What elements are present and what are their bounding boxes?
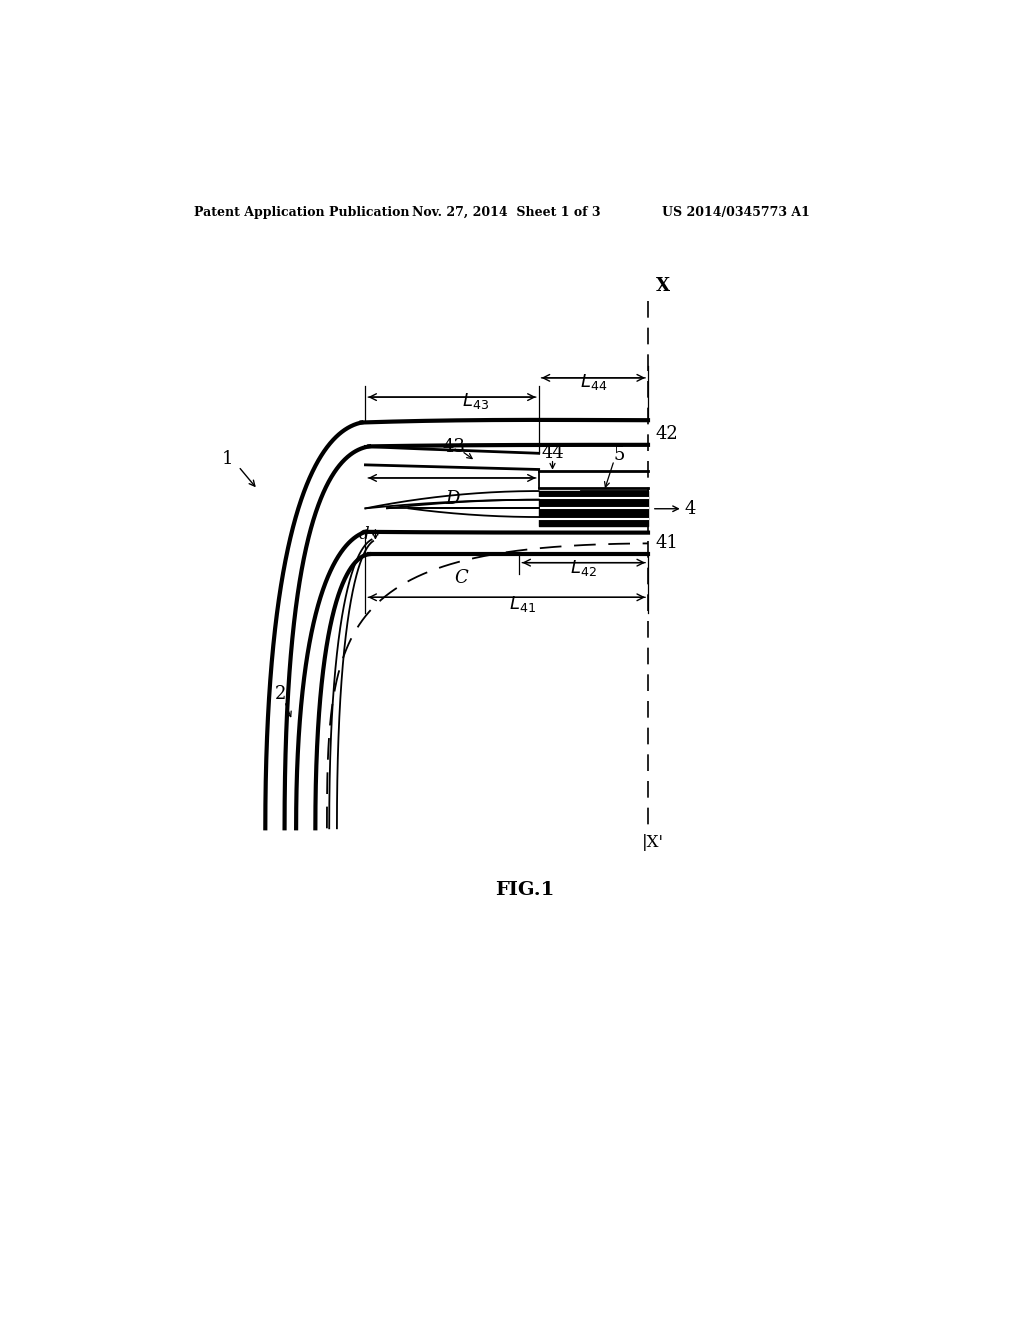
- Text: Nov. 27, 2014  Sheet 1 of 3: Nov. 27, 2014 Sheet 1 of 3: [412, 206, 600, 219]
- Text: 44: 44: [541, 444, 564, 462]
- Text: 41: 41: [655, 535, 679, 552]
- Text: |X': |X': [642, 834, 664, 851]
- Text: FIG.1: FIG.1: [496, 880, 554, 899]
- Text: $L_{42}$: $L_{42}$: [570, 558, 597, 578]
- Text: $L_{44}$: $L_{44}$: [580, 372, 607, 392]
- Text: X: X: [655, 277, 670, 296]
- Text: 42: 42: [655, 425, 679, 444]
- Text: 1: 1: [221, 450, 233, 467]
- Text: US 2014/0345773 A1: US 2014/0345773 A1: [662, 206, 810, 219]
- Text: 5: 5: [613, 446, 625, 463]
- Text: 4: 4: [685, 500, 696, 517]
- Text: 2: 2: [275, 685, 287, 702]
- Text: $L_{43}$: $L_{43}$: [462, 391, 488, 411]
- Text: Patent Application Publication: Patent Application Publication: [194, 206, 410, 219]
- Text: D: D: [444, 490, 459, 507]
- Text: d: d: [358, 525, 370, 543]
- Text: 43: 43: [442, 438, 465, 457]
- Text: C: C: [455, 569, 469, 587]
- Text: $L_{41}$: $L_{41}$: [509, 594, 536, 614]
